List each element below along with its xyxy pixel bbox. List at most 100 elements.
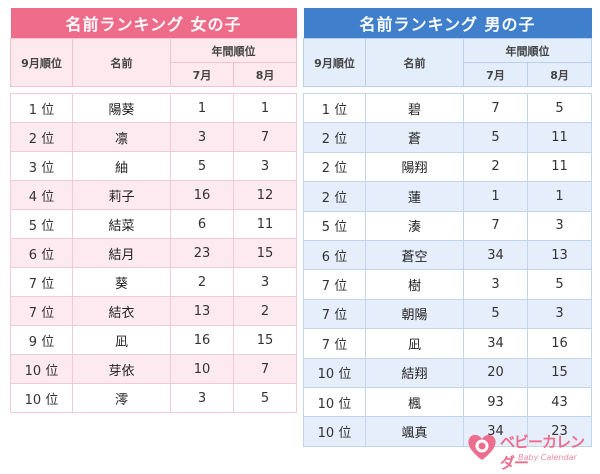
- boys-col-aug: 8月: [526, 62, 593, 87]
- boys-col-yearly: 年間順位: [462, 38, 593, 63]
- jul-cell: 13: [170, 296, 234, 326]
- jul-cell: 2: [463, 151, 528, 183]
- name-cell: 結菜: [72, 209, 171, 239]
- rank-cell: 2 位: [303, 151, 366, 183]
- table-row: 6 位結月 23 15: [10, 238, 298, 268]
- name-cell: 結翔: [365, 357, 464, 388]
- name-cell: 蒼空: [365, 239, 464, 271]
- jul-cell: 3: [170, 122, 234, 152]
- aug-cell: 11: [232, 209, 298, 239]
- name-cell: 蓮: [365, 181, 464, 212]
- table-row: 10 位颯真 34 23: [303, 416, 593, 447]
- name-cell: 紬: [72, 151, 171, 181]
- jul-cell: 16: [170, 325, 234, 355]
- jul-cell: 20: [463, 357, 528, 388]
- aug-cell: 1: [232, 93, 298, 123]
- aug-cell: 3: [232, 151, 298, 181]
- rank-cell: 6 位: [303, 239, 366, 271]
- rank-cell: 6 位: [10, 238, 73, 268]
- name-cell: 葵: [72, 267, 171, 297]
- aug-cell: 3: [526, 210, 593, 241]
- jul-cell: 5: [463, 122, 528, 153]
- name-cell: 凛: [72, 122, 171, 152]
- aug-cell: 1: [526, 181, 593, 212]
- aug-cell: 43: [526, 386, 593, 418]
- jul-cell: 1: [170, 93, 234, 123]
- aug-cell: 15: [232, 238, 298, 268]
- girls-col-name: 名前: [72, 38, 171, 87]
- table-row: 9 位凪 16 15: [10, 325, 298, 355]
- aug-cell: 3: [526, 298, 593, 330]
- aug-cell: 3: [232, 267, 298, 297]
- girls-col-jul: 7月: [170, 62, 234, 87]
- table-row: 10 位芽依 10 7: [10, 354, 298, 384]
- girls-col-aug: 8月: [232, 62, 298, 87]
- rank-cell: 10 位: [303, 416, 366, 447]
- jul-cell: 34: [463, 328, 528, 359]
- rank-cell: 10 位: [10, 383, 73, 413]
- jul-cell: 3: [170, 383, 234, 413]
- jul-cell: 10: [170, 354, 234, 384]
- boys-col-name: 名前: [365, 38, 464, 87]
- jul-cell: 2: [170, 267, 234, 297]
- rank-cell: 7 位: [303, 328, 366, 359]
- rank-cell: 7 位: [303, 298, 366, 330]
- aug-cell: 23: [526, 416, 593, 447]
- name-cell: 陽葵: [72, 93, 171, 123]
- name-cell: 陽翔: [365, 151, 464, 183]
- rank-cell: 1 位: [303, 92, 366, 124]
- aug-cell: 15: [232, 325, 298, 355]
- rank-cell: 5 位: [303, 210, 366, 241]
- name-cell: 湊: [365, 210, 464, 241]
- table-row: 10 位結翔 20 15: [303, 357, 593, 388]
- aug-cell: 5: [232, 383, 298, 413]
- logo-text: ベビーカレンダー: [500, 433, 585, 472]
- aug-cell: 11: [526, 122, 593, 153]
- heart-baby-icon: [468, 434, 496, 460]
- rank-cell: 2 位: [10, 122, 73, 152]
- jul-cell: 3: [463, 269, 528, 300]
- aug-cell: 15: [526, 357, 593, 388]
- rank-cell: 2 位: [303, 122, 366, 153]
- table-row: 7 位凪 34 16: [303, 328, 593, 359]
- table-row: 7 位結衣 13 2: [10, 296, 298, 326]
- rank-cell: 10 位: [10, 354, 73, 384]
- jul-cell: 5: [170, 151, 234, 181]
- table-row: 4 位莉子 16 12: [10, 180, 298, 210]
- table-row: 2 位陽翔 2 11: [303, 151, 593, 183]
- aug-cell: 16: [526, 328, 593, 359]
- jul-cell: 7: [463, 92, 528, 124]
- name-cell: 結衣: [72, 296, 171, 326]
- rank-cell: 7 位: [303, 269, 366, 300]
- table-row: 2 位蒼 5 11: [303, 122, 593, 153]
- name-cell: 凪: [365, 328, 464, 359]
- baby-calendar-logo: ベビーカレンダー Baby Calendar: [466, 427, 596, 472]
- name-cell: 朝陽: [365, 298, 464, 330]
- boys-table-title: 名前ランキング 男の子: [303, 8, 592, 39]
- rank-cell: 7 位: [10, 296, 73, 326]
- name-cell: 蒼: [365, 122, 464, 153]
- rank-cell: 1 位: [10, 93, 73, 123]
- rank-cell: 9 位: [10, 325, 73, 355]
- table-row: 1 位陽葵 1 1: [10, 93, 298, 123]
- jul-cell: 34: [463, 239, 528, 271]
- name-cell: 颯真: [365, 416, 464, 447]
- rank-cell: 10 位: [303, 357, 366, 388]
- aug-cell: 7: [232, 122, 298, 152]
- jul-cell: 93: [463, 386, 528, 418]
- jul-cell: 16: [170, 180, 234, 210]
- aug-cell: 13: [526, 239, 593, 271]
- name-cell: 碧: [365, 92, 464, 124]
- jul-cell: 7: [463, 210, 528, 241]
